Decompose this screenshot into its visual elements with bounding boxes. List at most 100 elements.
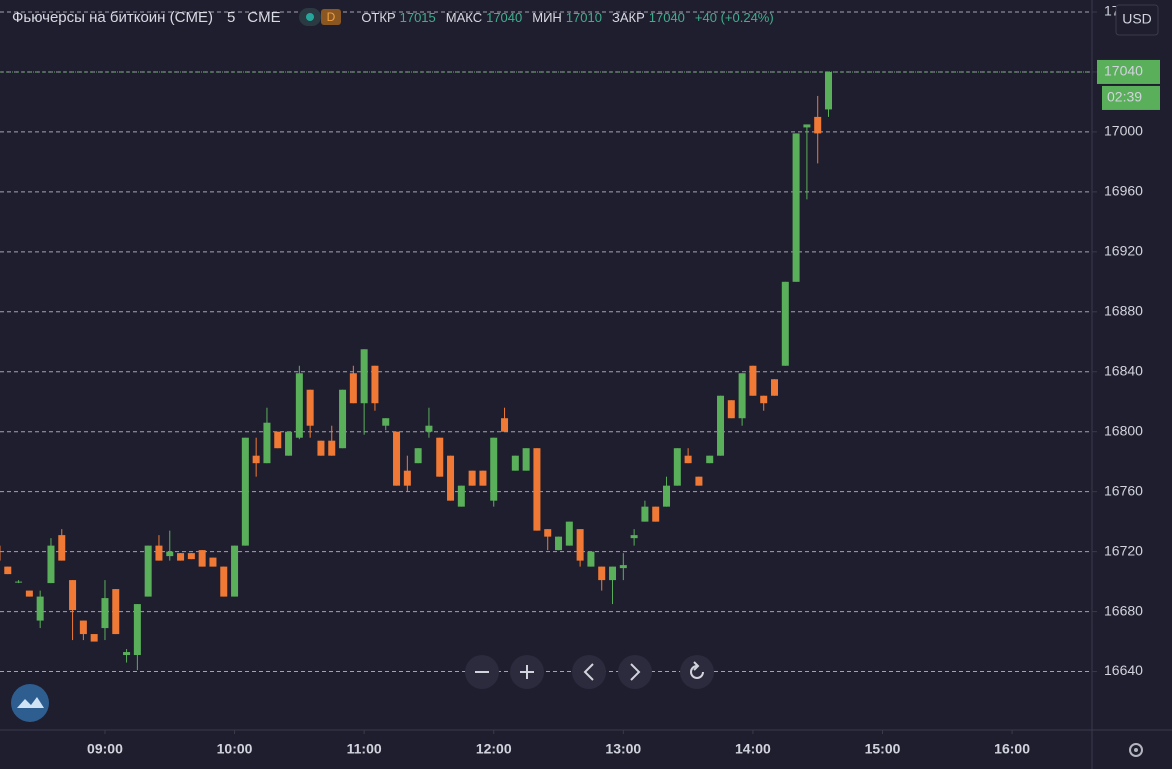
logo <box>11 684 49 722</box>
countdown: 02:39 <box>1107 89 1142 105</box>
candle-body <box>619 565 627 569</box>
candle-body <box>187 553 195 560</box>
candle-body <box>749 365 757 396</box>
x-tick-label: 14:00 <box>735 741 771 757</box>
candle-body <box>328 440 336 456</box>
candle-body <box>349 373 357 404</box>
candle-body <box>544 529 552 537</box>
candle-body <box>436 437 444 477</box>
candle-body <box>501 418 509 432</box>
zoom-in-button[interactable] <box>510 655 544 689</box>
candle-body <box>166 551 174 557</box>
candle-body <box>425 425 433 432</box>
candle-body <box>371 365 379 404</box>
candle-body <box>717 395 725 456</box>
candle-body <box>727 400 735 419</box>
ohlc-label: ЗАКР <box>611 9 645 25</box>
reset-button[interactable] <box>680 655 714 689</box>
y-tick-label: 17000 <box>1104 123 1143 139</box>
scroll-left-button[interactable] <box>572 655 606 689</box>
candle-body <box>112 589 120 635</box>
y-tick-label: 16760 <box>1104 482 1143 498</box>
x-tick-label: 15:00 <box>865 741 901 757</box>
candle-body <box>306 389 314 426</box>
candle-body <box>382 418 390 426</box>
last-price-badge <box>1097 59 1160 84</box>
candle-body <box>457 485 465 507</box>
candle-body <box>447 455 455 501</box>
candle-body <box>274 431 282 449</box>
candle-body <box>663 485 671 507</box>
candle-body <box>15 581 23 583</box>
y-tick-label: 16800 <box>1104 422 1143 438</box>
candle-body <box>47 545 55 584</box>
candle-body <box>781 281 789 366</box>
candle-body <box>533 448 541 531</box>
zoom-out-button[interactable] <box>465 655 499 689</box>
legend-header: Фьючерсы на биткоин (CME) 5 CME D ОТКР 17… <box>12 8 784 26</box>
candle-body <box>36 596 44 621</box>
candle-body <box>317 440 325 456</box>
x-tick-label: 13:00 <box>605 741 641 757</box>
x-tick-label: 09:00 <box>87 741 123 757</box>
candle-body <box>123 652 131 656</box>
candle-body <box>69 580 77 611</box>
high-value: 17040 <box>486 9 523 25</box>
candle-body <box>511 455 519 471</box>
last-price-label: 17040 <box>1104 63 1143 79</box>
candle-body <box>706 455 714 464</box>
candle-body <box>555 536 563 551</box>
candle-body <box>771 379 779 396</box>
candle-body <box>58 535 66 561</box>
candle-body <box>220 566 228 597</box>
candle-body <box>825 71 833 110</box>
candle-body <box>565 521 573 546</box>
x-tick-label: 16:00 <box>994 741 1030 757</box>
status-dot <box>298 8 321 26</box>
ohlc-label: МИН <box>532 9 562 25</box>
currency: USD <box>1122 11 1152 27</box>
candle-body <box>641 506 649 522</box>
candle-body <box>393 431 401 486</box>
candle-body <box>231 545 239 597</box>
candle-body <box>609 566 617 581</box>
x-tick-label: 10:00 <box>217 741 253 757</box>
ohlc-label: ОТКР <box>361 9 396 25</box>
scroll-right-button[interactable] <box>618 655 652 689</box>
change: +40 (+0.24%) <box>694 9 774 25</box>
candle-body <box>360 349 368 404</box>
y-tick-label: 16840 <box>1104 362 1143 378</box>
candles <box>0 71 1092 671</box>
candle-body <box>25 590 33 597</box>
candle-body <box>252 455 260 464</box>
candle-body <box>209 557 217 567</box>
candle-body <box>630 535 638 539</box>
candle-body <box>414 448 422 464</box>
candle-body <box>598 566 606 581</box>
candle-body <box>738 373 746 419</box>
candle-body <box>803 124 811 128</box>
candle-body <box>695 476 703 486</box>
candle-body <box>403 470 411 486</box>
candle-body <box>198 550 206 567</box>
candle-body <box>241 437 249 546</box>
currency-button[interactable]: USD <box>1115 4 1159 36</box>
candle-body <box>792 133 800 282</box>
candle-body <box>576 529 584 561</box>
settings-icon[interactable] <box>1129 743 1143 757</box>
candle-body <box>339 389 347 449</box>
candle-body <box>79 620 87 635</box>
symbol-title: Фьючерсы на биткоин (CME) <box>12 8 213 26</box>
session-badge: D <box>320 9 342 25</box>
low-value: 17010 <box>565 9 602 25</box>
x-tick-label: 11:00 <box>347 741 382 757</box>
candle-body <box>587 551 595 567</box>
y-tick-label: 16720 <box>1104 542 1143 558</box>
exchange: CME <box>247 8 281 26</box>
y-tick-label: 16680 <box>1104 602 1143 618</box>
open-value: 17015 <box>399 9 436 25</box>
x-tick-label: 12:00 <box>476 741 512 757</box>
candle-body <box>468 470 476 486</box>
